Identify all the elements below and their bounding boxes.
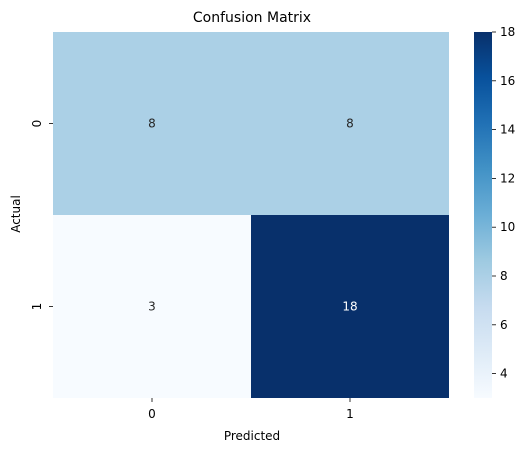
colorbar-tick-label-5: 14 (500, 123, 515, 137)
x-axis-label: Predicted (224, 429, 280, 443)
colorbar-tick-label-4: 12 (500, 171, 515, 185)
x-tick-label-0: 0 (148, 407, 156, 421)
cell-value-0-1: 8 (346, 117, 354, 131)
colorbar-tick-label-3: 10 (500, 220, 515, 234)
colorbar-tick-label-7: 18 (500, 25, 515, 39)
y-tick-label-0: 0 (30, 120, 44, 128)
y-axis-label: Actual (9, 195, 23, 233)
x-tick-label-1: 1 (346, 407, 354, 421)
heatmap-cell-1-0 (53, 215, 251, 398)
cell-value-1-1: 18 (342, 300, 357, 314)
heatmap-cell-0-1 (251, 32, 449, 215)
cell-value-1-0: 3 (148, 300, 156, 314)
cell-value-0-0: 8 (148, 117, 156, 131)
y-tick-label-1: 1 (30, 303, 44, 311)
colorbar (474, 32, 492, 398)
heatmap-cells (53, 32, 449, 398)
colorbar-tick-label-0: 4 (500, 367, 508, 381)
heatmap-cell-0-0 (53, 32, 251, 215)
colorbar-ticks: 4 6 8 10 12 14 16 18 (492, 25, 515, 381)
chart-title: Confusion Matrix (193, 10, 311, 26)
cell-value-labels: 8 8 3 18 (148, 117, 357, 314)
y-axis-ticks: 01 (30, 120, 53, 311)
colorbar-tick-label-6: 16 (500, 74, 515, 88)
heatmap-cell-1-1 (251, 215, 449, 398)
colorbar-tick-label-1: 6 (500, 318, 508, 332)
colorbar-tick-label-2: 8 (500, 269, 508, 283)
